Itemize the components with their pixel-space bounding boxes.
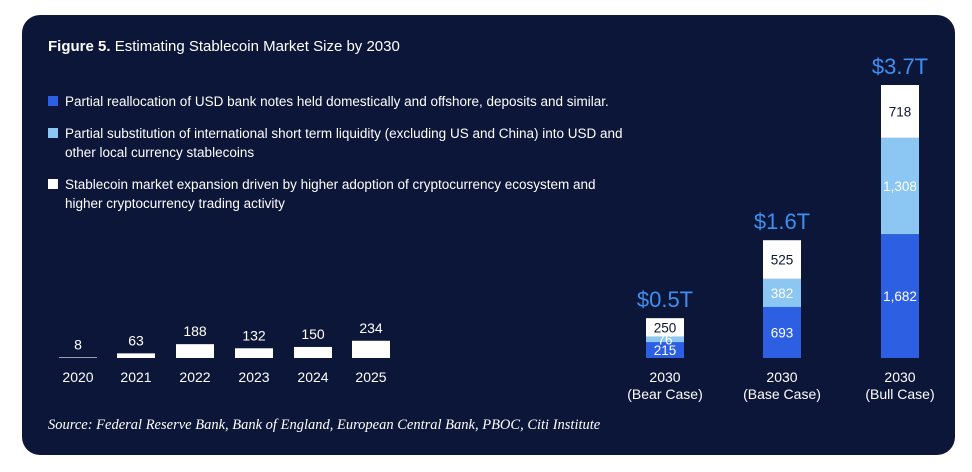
bar-segment	[763, 278, 801, 307]
bar-segment	[881, 137, 919, 235]
bar-segment	[763, 306, 801, 358]
bar-segment	[646, 318, 684, 337]
data-label: 132	[242, 327, 266, 343]
bar-segment	[881, 234, 919, 358]
x-tick-label: (Bear Case)	[627, 386, 702, 402]
data-label: 215	[654, 343, 677, 358]
legend-entry: Partial substitution of international sh…	[48, 124, 628, 162]
x-tick-label: (Bull Case)	[865, 386, 934, 402]
legend: Partial reallocation of USD bank notes h…	[48, 92, 628, 226]
data-label: 8	[74, 336, 82, 352]
legend-entry: Stablecoin market expansion driven by hi…	[48, 175, 628, 213]
bar-segment	[235, 348, 273, 358]
bar-segment	[763, 240, 801, 279]
x-tick-label: 2030	[766, 369, 797, 385]
legend-entry: Partial reallocation of USD bank notes h…	[48, 92, 628, 111]
x-tick-label: 2030	[884, 369, 915, 385]
bar-segment	[646, 336, 684, 343]
bar-segment	[117, 353, 155, 358]
legend-label: Partial substitution of international sh…	[65, 126, 623, 160]
legend-label: Partial reallocation of USD bank notes h…	[65, 94, 609, 109]
data-label: 525	[771, 253, 794, 268]
legend-swatch	[48, 96, 58, 106]
x-tick-label: 2024	[297, 369, 328, 385]
figure-label: Figure 5.	[48, 38, 111, 55]
data-label: 1,682	[883, 289, 917, 304]
data-label: 188	[183, 323, 207, 339]
x-tick-label: 2022	[179, 369, 210, 385]
x-tick-label: 2025	[355, 369, 386, 385]
data-label: 693	[771, 325, 794, 340]
x-tick-label: 2030	[649, 369, 680, 385]
x-tick-label: 2021	[120, 369, 151, 385]
legend-swatch	[48, 128, 58, 138]
data-label: 250	[654, 320, 677, 335]
data-label: 382	[771, 286, 794, 301]
data-label: 150	[301, 326, 325, 342]
bar-segment	[646, 342, 684, 358]
bar-segment	[294, 346, 332, 358]
x-tick-label: 2020	[62, 369, 93, 385]
data-label: 63	[128, 332, 144, 348]
total-label: $0.5T	[637, 287, 693, 312]
total-label: $3.7T	[872, 54, 928, 79]
legend-label: Stablecoin market expansion driven by hi…	[65, 177, 596, 211]
x-tick-label: (Base Case)	[743, 386, 821, 402]
chart-title: Estimating Stablecoin Market Size by 203…	[114, 38, 400, 55]
card	[22, 15, 955, 455]
legend-swatch	[48, 179, 58, 189]
total-label: $1.6T	[754, 209, 810, 234]
data-label: 718	[889, 104, 912, 119]
bar-segment	[176, 344, 214, 358]
title: Figure 5. Estimating Stablecoin Market S…	[48, 38, 400, 55]
bar-segment	[881, 85, 919, 138]
data-label: 1,308	[883, 179, 917, 194]
bar-segment	[59, 357, 97, 358]
x-tick-label: 2023	[238, 369, 269, 385]
source: Source: Federal Reserve Bank, Bank of En…	[48, 417, 601, 433]
data-label: 234	[359, 320, 383, 336]
bar-segment	[352, 340, 390, 358]
